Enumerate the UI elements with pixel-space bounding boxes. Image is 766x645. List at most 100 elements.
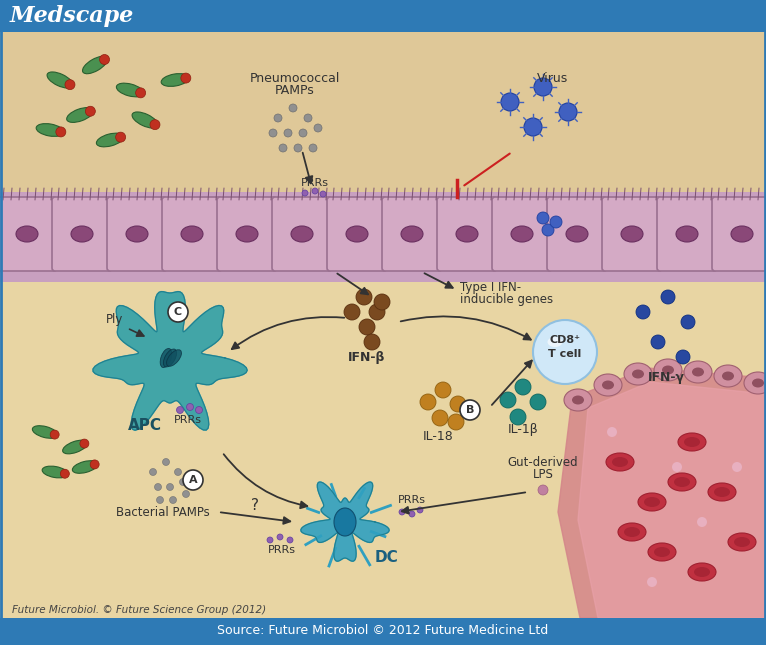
FancyBboxPatch shape xyxy=(162,197,222,271)
Ellipse shape xyxy=(688,563,716,581)
Text: B: B xyxy=(466,405,474,415)
Ellipse shape xyxy=(71,226,93,242)
Ellipse shape xyxy=(632,370,644,379)
Circle shape xyxy=(359,319,375,335)
FancyBboxPatch shape xyxy=(107,197,167,271)
Ellipse shape xyxy=(116,83,143,97)
Circle shape xyxy=(344,304,360,320)
Ellipse shape xyxy=(694,567,710,577)
Ellipse shape xyxy=(731,226,753,242)
Text: CD8⁺: CD8⁺ xyxy=(549,335,581,345)
Ellipse shape xyxy=(16,226,38,242)
Circle shape xyxy=(289,104,297,112)
Ellipse shape xyxy=(116,132,126,142)
FancyBboxPatch shape xyxy=(0,618,766,645)
Circle shape xyxy=(681,315,695,329)
Polygon shape xyxy=(301,482,389,561)
Circle shape xyxy=(182,490,189,497)
Circle shape xyxy=(534,78,552,96)
Ellipse shape xyxy=(42,466,68,478)
Ellipse shape xyxy=(83,56,107,74)
Circle shape xyxy=(374,294,390,310)
Ellipse shape xyxy=(132,112,158,128)
FancyBboxPatch shape xyxy=(272,197,332,271)
Ellipse shape xyxy=(734,537,750,547)
Ellipse shape xyxy=(676,226,698,242)
Circle shape xyxy=(435,382,451,398)
Circle shape xyxy=(169,497,176,504)
Circle shape xyxy=(533,320,597,384)
Circle shape xyxy=(501,93,519,111)
Ellipse shape xyxy=(722,372,734,381)
FancyBboxPatch shape xyxy=(437,197,497,271)
Ellipse shape xyxy=(166,350,182,366)
Ellipse shape xyxy=(32,426,57,439)
Ellipse shape xyxy=(161,74,189,86)
Ellipse shape xyxy=(621,226,643,242)
Polygon shape xyxy=(93,292,247,430)
Text: DC: DC xyxy=(375,550,399,564)
Ellipse shape xyxy=(606,453,634,471)
Circle shape xyxy=(364,334,380,350)
Circle shape xyxy=(647,577,657,587)
Ellipse shape xyxy=(47,72,73,88)
Circle shape xyxy=(409,511,415,517)
Text: IFN-β: IFN-β xyxy=(349,350,386,364)
Ellipse shape xyxy=(50,430,59,439)
Circle shape xyxy=(448,414,464,430)
Text: Future Microbiol. © Future Science Group (2012): Future Microbiol. © Future Science Group… xyxy=(12,605,266,615)
Ellipse shape xyxy=(163,349,177,367)
Circle shape xyxy=(149,468,156,475)
Circle shape xyxy=(312,188,318,194)
Circle shape xyxy=(515,379,531,395)
Circle shape xyxy=(460,400,480,420)
Ellipse shape xyxy=(456,226,478,242)
Ellipse shape xyxy=(566,226,588,242)
Ellipse shape xyxy=(644,497,660,507)
Circle shape xyxy=(156,497,163,504)
Ellipse shape xyxy=(236,226,258,242)
Ellipse shape xyxy=(624,363,652,385)
Ellipse shape xyxy=(90,460,99,469)
Circle shape xyxy=(697,517,707,527)
Circle shape xyxy=(294,144,302,152)
Ellipse shape xyxy=(728,533,756,551)
Circle shape xyxy=(155,484,162,490)
Ellipse shape xyxy=(638,493,666,511)
Circle shape xyxy=(287,537,293,543)
Circle shape xyxy=(356,289,372,305)
FancyBboxPatch shape xyxy=(0,192,766,282)
Text: Medscape: Medscape xyxy=(10,5,134,27)
Ellipse shape xyxy=(181,73,191,83)
Circle shape xyxy=(269,129,277,137)
Polygon shape xyxy=(578,382,766,618)
Circle shape xyxy=(267,537,273,543)
FancyBboxPatch shape xyxy=(0,32,766,200)
Circle shape xyxy=(530,394,546,410)
Circle shape xyxy=(537,212,549,224)
Circle shape xyxy=(369,304,385,320)
Ellipse shape xyxy=(662,366,674,375)
Circle shape xyxy=(277,534,283,540)
Circle shape xyxy=(661,290,675,304)
Text: C: C xyxy=(174,307,182,317)
Ellipse shape xyxy=(150,120,160,130)
Circle shape xyxy=(186,404,194,410)
Text: IFN-γ: IFN-γ xyxy=(647,370,685,384)
Circle shape xyxy=(432,410,448,426)
Ellipse shape xyxy=(80,439,89,448)
Circle shape xyxy=(399,509,405,515)
Ellipse shape xyxy=(401,226,423,242)
Circle shape xyxy=(304,114,312,122)
Text: A: A xyxy=(188,475,198,485)
Ellipse shape xyxy=(654,547,670,557)
Text: IL-1β: IL-1β xyxy=(508,424,538,437)
Text: Virus: Virus xyxy=(538,72,568,84)
Circle shape xyxy=(420,394,436,410)
Circle shape xyxy=(559,103,577,121)
Ellipse shape xyxy=(126,226,148,242)
Circle shape xyxy=(314,124,322,132)
Circle shape xyxy=(320,191,326,197)
Polygon shape xyxy=(558,368,766,618)
Ellipse shape xyxy=(291,226,313,242)
